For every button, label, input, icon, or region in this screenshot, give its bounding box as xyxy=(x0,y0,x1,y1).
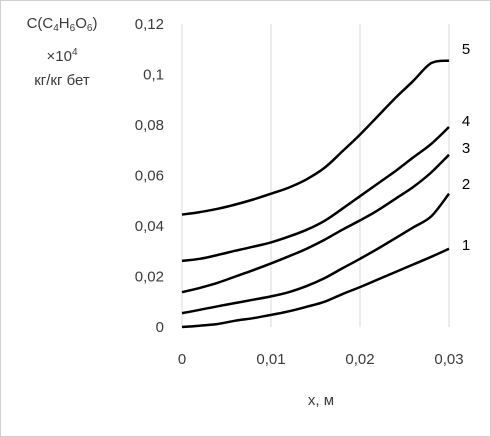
y-title-sub: 6 xyxy=(86,23,93,34)
y-tick-label: 0,1 xyxy=(143,67,164,84)
y-title-text: H xyxy=(58,15,70,32)
y-axis-title-line3: кг/кг бет xyxy=(34,72,90,89)
x-tick-label: 0 xyxy=(178,351,186,368)
series-line-1 xyxy=(181,247,450,329)
y-title-text: O xyxy=(75,15,87,32)
series-label-1: 1 xyxy=(462,237,470,254)
series-line-4 xyxy=(181,126,450,263)
y-tick-label: 0,12 xyxy=(135,16,164,33)
y-axis-title-line1: C(C4H6O6) xyxy=(4,12,120,41)
y-title-text: ) xyxy=(92,15,98,32)
y-tick-label: 0,08 xyxy=(135,117,164,134)
y-title-sup: 4 xyxy=(71,47,78,58)
y-title-text: C(C xyxy=(26,15,54,32)
y-tick-label: 0,02 xyxy=(135,269,164,286)
y-title-text: ×10 xyxy=(46,48,72,65)
y-axis-title-line2: ×104 xyxy=(4,41,120,69)
tick-label-layer: 0 0,01 0,02 0,03 0 0,02 0,04 0,06 0,08 0,1 0,12 xyxy=(135,16,464,368)
x-axis-title: x, м xyxy=(308,392,334,409)
curve-label-layer: 1 2 3 4 5 xyxy=(462,41,470,254)
series-label-4: 4 xyxy=(462,113,470,130)
y-axis-title: C(C4H6O6) ×104 кг/кг бет xyxy=(4,12,120,93)
series-line-3 xyxy=(181,153,450,294)
series-label-5: 5 xyxy=(462,41,470,58)
x-tick-label: 0,02 xyxy=(345,351,374,368)
series-line-5 xyxy=(181,59,450,216)
y-tick-label: 0 xyxy=(156,319,164,336)
series-label-3: 3 xyxy=(462,140,470,157)
series-line-2 xyxy=(181,192,450,315)
series-label-2: 2 xyxy=(462,176,470,193)
grid-layer xyxy=(181,24,450,327)
y-tick-label: 0,04 xyxy=(135,218,164,235)
y-tick-label: 0,06 xyxy=(135,168,164,185)
x-tick-label: 0,01 xyxy=(256,351,285,368)
y-title-sub: 6 xyxy=(69,23,76,34)
y-title-sub: 4 xyxy=(53,23,59,34)
x-tick-label: 0,03 xyxy=(434,351,463,368)
series-layer xyxy=(181,59,450,329)
